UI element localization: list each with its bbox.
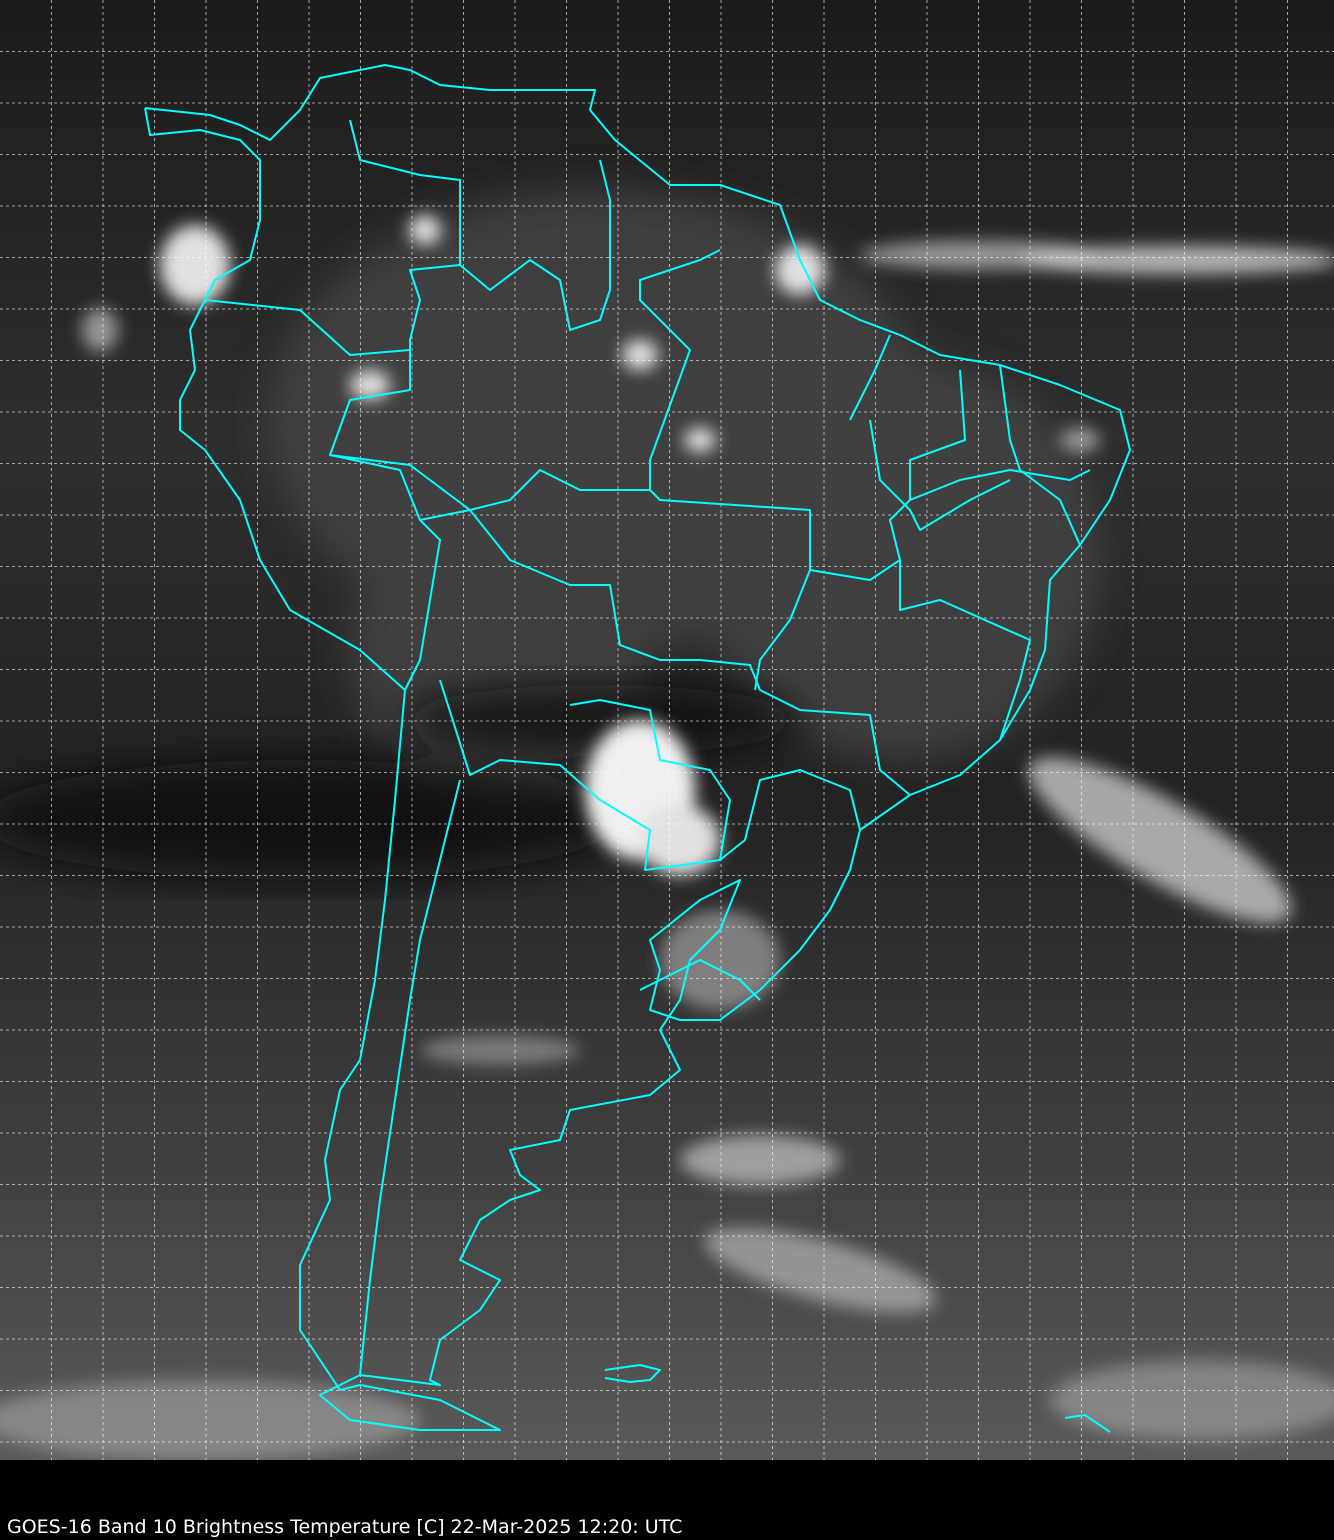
figure-caption: GOES-16 Band 10 Brightness Temperature […	[7, 1516, 683, 1538]
border	[204, 299, 411, 356]
dark-band	[0, 685, 800, 880]
border	[329, 119, 461, 691]
border	[849, 334, 891, 421]
border	[999, 364, 1081, 546]
border	[359, 779, 461, 1376]
border	[569, 699, 731, 861]
satellite-image	[0, 0, 1334, 1460]
continent-coastline	[144, 64, 1131, 1431]
border	[439, 679, 861, 871]
border	[899, 560, 1031, 741]
border	[869, 419, 1011, 531]
island-falklands	[604, 1364, 661, 1383]
border	[459, 159, 611, 331]
border	[419, 509, 911, 796]
island-south-georgia	[1064, 1414, 1111, 1433]
clouds	[0, 215, 1334, 1460]
border	[754, 569, 811, 691]
border	[649, 469, 1091, 581]
border	[909, 369, 966, 500]
country-borders	[144, 64, 1131, 1433]
caption-bar	[0, 1460, 1334, 1540]
lat-lon-grid	[0, 0, 1334, 1460]
border	[639, 959, 761, 1001]
